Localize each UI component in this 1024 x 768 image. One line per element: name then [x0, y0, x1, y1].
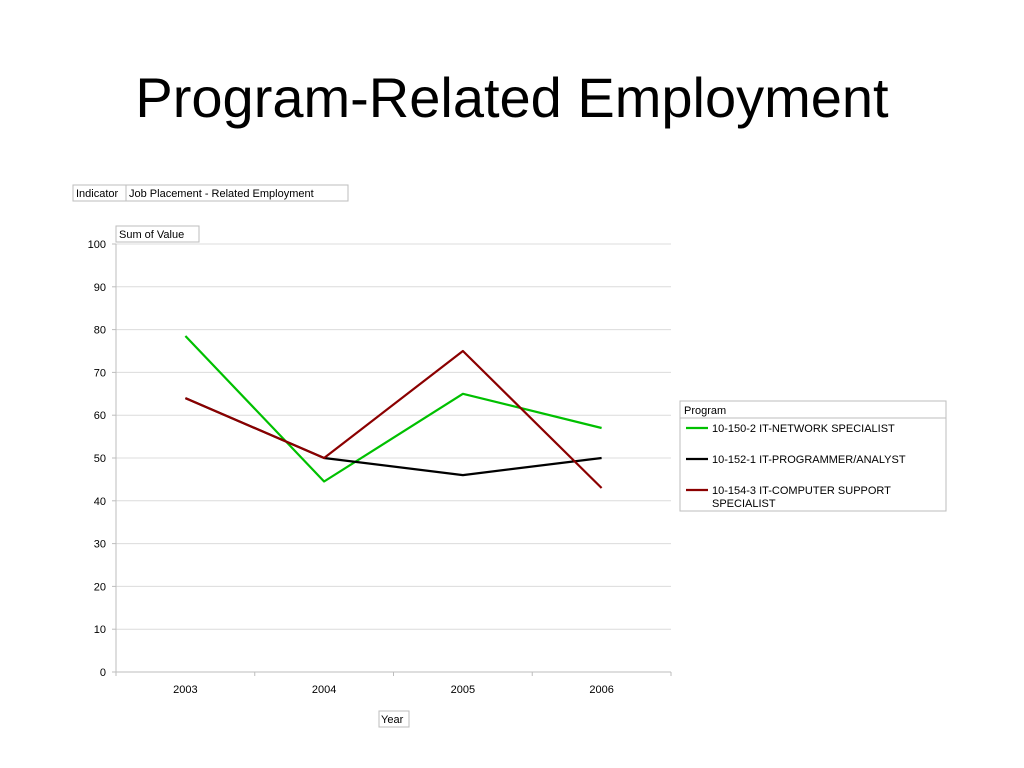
legend-box: [679, 400, 947, 512]
y-tick-label: 30: [94, 539, 106, 551]
y-tick-label: 60: [94, 410, 106, 422]
legend-title: Program: [684, 405, 726, 417]
series-line-1: [184, 335, 602, 483]
filter-label: Indicator: [76, 188, 119, 200]
y-tick-label: 70: [94, 367, 106, 379]
y-tick-label: 40: [94, 496, 106, 508]
y-tick-labels: 0 10 20 30 40 50 60 70 80 90 100: [88, 239, 106, 679]
axes: [112, 243, 672, 676]
series-line-3: [184, 349, 603, 489]
y-tick-label: 50: [94, 453, 106, 465]
y-tick-label: 20: [94, 581, 106, 593]
x-tick-labels: 2003 2004 2005 2006: [173, 684, 614, 696]
filter-value-box[interactable]: [125, 184, 349, 202]
x-tick-label: 2003: [173, 684, 197, 696]
legend-label-2: 10-152-1 IT-PROGRAMMER/ANALYST: [712, 454, 906, 466]
x-tick-label: 2006: [589, 684, 613, 696]
legend-items: 10-150-2 IT-NETWORK SPECIALIST 10-152-1 I…: [686, 423, 906, 510]
slide-title: Program-Related Employment: [135, 66, 889, 129]
legend-label-1: 10-150-2 IT-NETWORK SPECIALIST: [712, 423, 895, 435]
axis-field-label: Year: [381, 714, 404, 726]
filter-field[interactable]: Indicator Job Placement - Related Employ…: [72, 184, 349, 202]
legend-field-button[interactable]: [679, 400, 947, 419]
data-field-label: Sum of Value: [119, 229, 184, 241]
x-tick-label: 2005: [451, 684, 475, 696]
y-tick-label: 10: [94, 624, 106, 636]
legend-label-3: 10-154-3 IT-COMPUTER SUPPORT SPECIALIST: [712, 485, 891, 510]
legend: Program 10-150-2 IT-NETWORK SPECIALIST10…: [679, 400, 947, 512]
series-lines: [184, 335, 603, 489]
y-tick-label: 0: [100, 667, 106, 679]
y-tick-label: 80: [94, 325, 106, 337]
y-tick-label: 100: [88, 239, 106, 251]
y-tick-label: 90: [94, 282, 106, 294]
data-field-button[interactable]: [115, 225, 200, 243]
axis-field-button[interactable]: [378, 710, 410, 728]
filter-value: Job Placement - Related Employment: [129, 188, 314, 200]
grid-lines: [116, 243, 671, 630]
x-tick-label: 2004: [312, 684, 336, 696]
